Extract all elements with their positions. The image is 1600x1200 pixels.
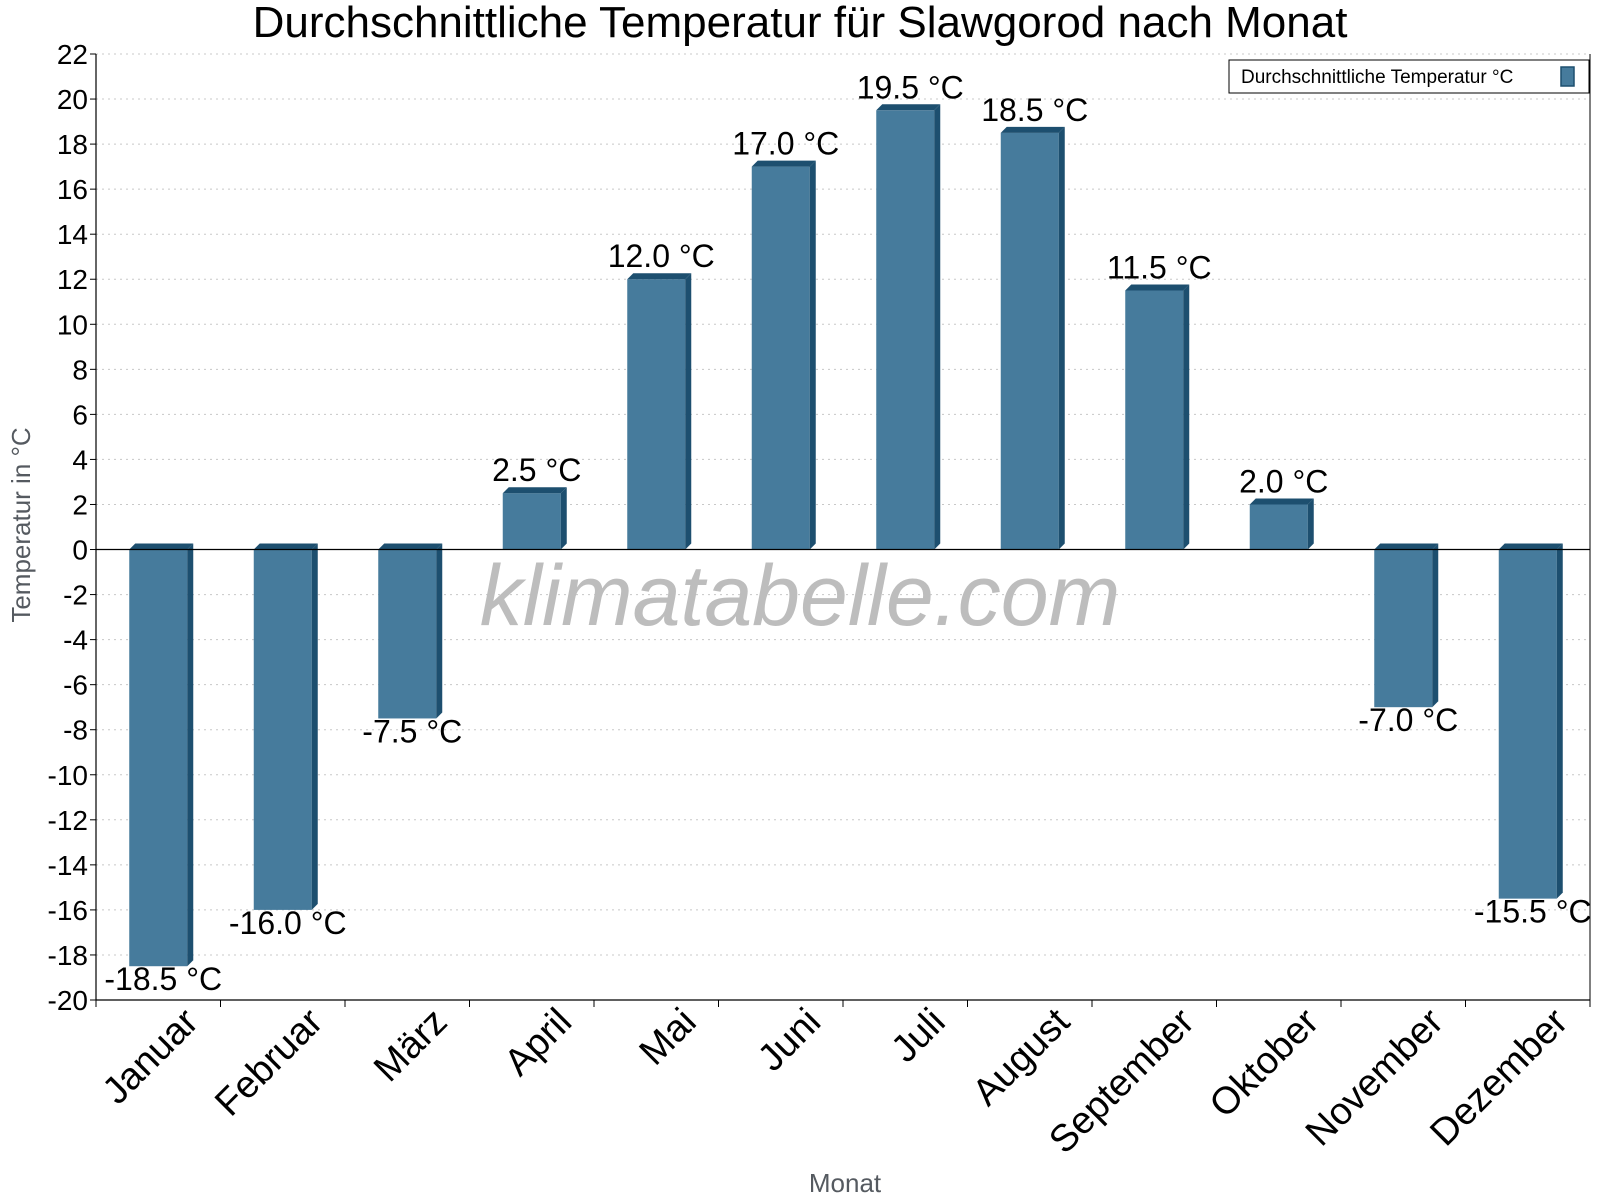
bar-top [1374,543,1439,550]
bar [129,549,188,967]
y-tick-label: 10 [57,309,88,340]
bar [1125,290,1184,550]
bar-side [1307,498,1314,550]
bar [1498,549,1557,899]
x-axis-label: Monat [809,1168,882,1198]
bar-top [876,104,941,111]
y-tick-label: 2 [72,489,88,520]
bar-side [311,543,318,910]
y-tick-label: 22 [57,39,88,70]
grid-lines [90,53,1590,1001]
bar-side [1183,284,1190,550]
bar-top [129,543,194,550]
bar-value-label: 11.5 °C [1107,250,1212,286]
x-tick-label: Januar [95,1000,207,1112]
bar-top [1125,284,1190,291]
y-tick-label: 18 [57,129,88,160]
bars [129,104,1563,967]
y-tick-label: 8 [72,354,88,385]
x-tick-label: Juli [884,1001,954,1071]
y-tick-label: -2 [63,580,88,611]
bar-value-label: -16.0 °C [229,905,347,941]
y-tick-label: -16 [48,895,88,926]
x-tick-label: August [965,1000,1079,1114]
bar-value-label: 2.0 °C [1239,463,1328,499]
y-tick-label: -8 [63,715,88,746]
chart-title: Durchschnittliche Temperatur für Slawgor… [253,0,1348,47]
y-tick-label: -18 [48,940,88,971]
bar [1249,504,1308,550]
bar-value-label: 2.5 °C [492,452,581,488]
bar [378,549,437,719]
bar [1374,549,1433,708]
y-tick-label: 6 [72,399,88,430]
bar-top [502,487,567,494]
y-tick-label: 16 [57,174,88,205]
bar-value-label: -7.5 °C [362,713,462,749]
bar-side [934,104,941,550]
x-tick-label: März [366,1001,455,1090]
bar-value-label: 17.0 °C [732,126,839,162]
y-tick-label: -6 [63,670,88,701]
x-tick-label: Februar [207,1000,331,1124]
bar-value-label: 19.5 °C [857,69,964,105]
x-tick-label: Mai [632,1001,705,1074]
legend-box [1228,59,1590,94]
y-tick-label: 20 [57,84,88,115]
y-tick-labels: 2220181614121086420-2-4-6-8-10-12-14-16-… [48,39,88,1016]
y-tick-label: -14 [48,850,88,881]
bar [876,110,935,550]
bar-top [1249,498,1314,505]
y-tick-label: 14 [57,219,88,250]
bar-side [560,487,567,550]
bar-top [1498,543,1563,550]
legend-label: Durchschnittliche Temperatur °C [1241,67,1513,88]
bar [751,166,810,550]
bar-value-label: -7.0 °C [1358,702,1458,738]
x-tick-labels: Januar Februar März April Mai Juni Juli AugustS… [95,1000,1591,1162]
y-axis-label: Temperatur in °C [6,427,36,622]
bar-side [1432,543,1439,708]
bar-side [187,543,194,967]
x-tick-label: Juni [750,1001,829,1080]
bar-top [378,543,443,550]
y-tick-label: 0 [72,535,88,566]
bar-value-label: 12.0 °C [608,238,715,274]
bar-side [436,543,443,719]
bar-top [627,273,692,280]
bar [253,549,312,910]
bar-top [253,543,318,550]
bar-side [1556,543,1563,899]
bar [1000,132,1059,550]
legend: Durchschnittliche Temperatur °C [1228,59,1590,94]
axes [95,54,1591,1001]
bar-value-label: -18.5 °C [104,961,222,997]
x-tick-label: Dezember [1422,1000,1576,1154]
x-tick-label: April [497,1001,580,1084]
bar [502,493,561,550]
bar-side [1058,126,1065,550]
y-tick-label: -4 [63,625,88,656]
bar-value-labels: -18.5 °C-16.0 °C -7.5 °C 2.5 °C 12.0 °C 17.0… [104,69,1591,997]
bar [627,279,686,550]
bar-side [685,273,692,550]
bar-value-label: -15.5 °C [1474,894,1592,930]
bar-side [809,160,816,550]
y-tick-label: 4 [72,444,88,475]
bar-value-label: 18.5 °C [981,92,1088,128]
y-tick-label: -12 [48,805,88,836]
y-tick-label: -20 [48,985,88,1016]
legend-swatch [1560,66,1575,87]
y-tick-label: 12 [57,264,88,295]
x-tick-label: Oktober [1202,1000,1328,1126]
bar-top [1000,126,1065,133]
y-tick-label: -10 [48,760,88,791]
bar-top [751,160,816,167]
watermark: klimatabelle.com [480,548,1120,644]
